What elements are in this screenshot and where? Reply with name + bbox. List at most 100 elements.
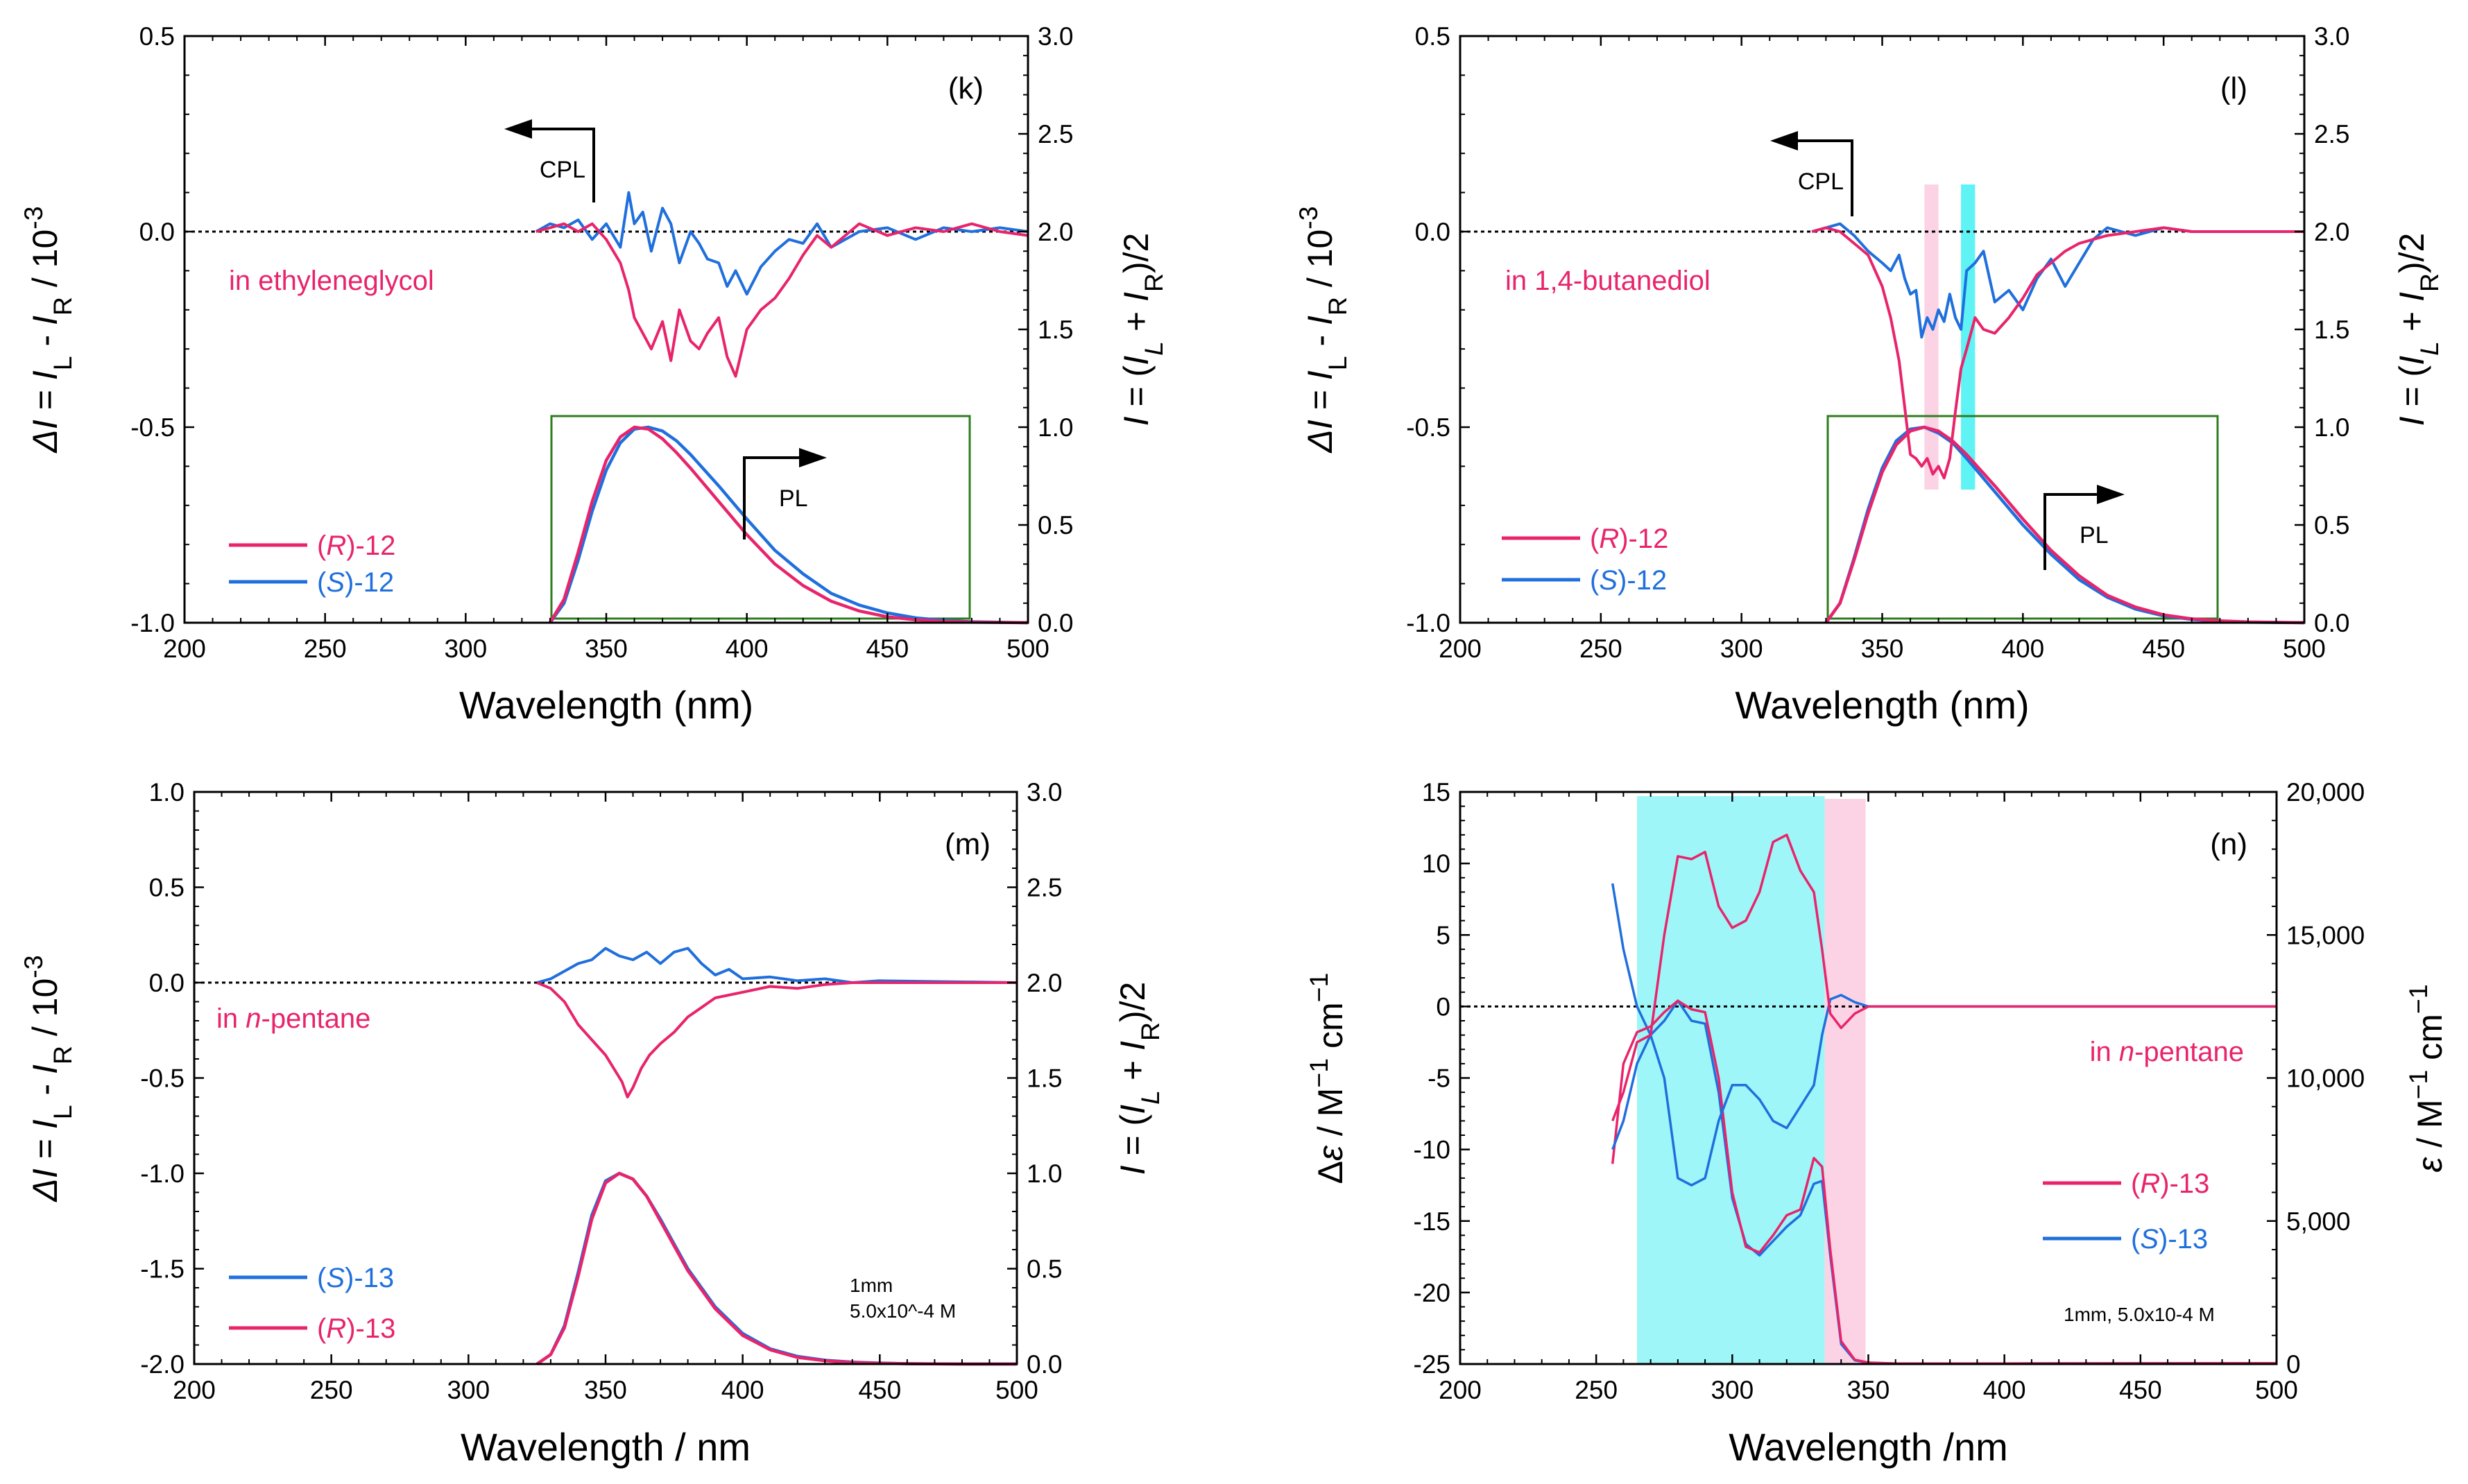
y-right-tick-label: 2.0 bbox=[2314, 218, 2349, 246]
panel-0-label: (k) bbox=[948, 71, 984, 105]
y-right-tick-label: 2.5 bbox=[1027, 874, 1062, 902]
panel-1-pl-arrow-label: PL bbox=[2080, 522, 2109, 549]
panel-0-pl-arrow-head bbox=[799, 448, 827, 467]
x-tick-label: 200 bbox=[173, 1376, 216, 1404]
y-left-tick-label: 5 bbox=[1436, 921, 1450, 949]
x-tick-label: 400 bbox=[726, 635, 769, 663]
panel-1-solvent: in 1,4-butanediol bbox=[1505, 266, 1711, 296]
x-tick-label: 250 bbox=[1579, 635, 1622, 663]
panel-1-line-r-12-pl bbox=[1824, 425, 2305, 625]
panel-3-line-s-13-cd bbox=[1611, 994, 2277, 1187]
panel-2-label: (m) bbox=[945, 827, 991, 861]
panel-1-frame bbox=[1459, 35, 2306, 624]
panel-0-y-left-label: ΔI = IL - IR / 10-3 bbox=[19, 206, 77, 453]
panel-2-x-label: Wavelength / nm bbox=[461, 1425, 751, 1469]
y-right-tick-label: 3.0 bbox=[1038, 22, 1073, 51]
x-tick-label: 350 bbox=[1847, 1376, 1890, 1404]
y-right-tick-label: 2.0 bbox=[1038, 218, 1073, 246]
panel-1-pl-arrow-line bbox=[2043, 493, 2100, 570]
panel-2-legend-label-s: (S)-13 bbox=[317, 1263, 394, 1293]
panel-1-line-s-12-cpl bbox=[1811, 222, 2304, 339]
x-tick-label: 200 bbox=[1439, 1376, 1482, 1404]
y-left-tick-label: 0.5 bbox=[139, 22, 175, 51]
panel-0-line-r-12-pl bbox=[548, 425, 1029, 625]
y-left-tick-label: -1.0 bbox=[130, 609, 175, 637]
panel-1-line-r-12-cpl bbox=[1811, 226, 2304, 480]
x-tick-label: 400 bbox=[2001, 635, 2044, 663]
panel-0-solvent: in ethyleneglycol bbox=[229, 266, 434, 296]
y-right-tick-label: 0 bbox=[2286, 1350, 2301, 1379]
panel-2-line-r-13-pl bbox=[535, 1171, 1017, 1366]
x-tick-label: 300 bbox=[1711, 1376, 1754, 1404]
x-tick-label: 200 bbox=[1439, 635, 1482, 663]
panel-2-line-s-13-cpl bbox=[536, 947, 1018, 984]
y-right-tick-label: 3.0 bbox=[2314, 22, 2349, 51]
panel-2-line-s-13-pl bbox=[535, 1171, 1017, 1366]
panel-0-pl-box bbox=[550, 415, 971, 620]
panel-3-axes: 200 250 300 350 400 450 500 -25 -20 -15 -10 -5 0 5 10 1… bbox=[1414, 778, 2365, 1404]
y-right-tick-label: 0.0 bbox=[1027, 1350, 1062, 1379]
x-tick-label: 250 bbox=[310, 1376, 353, 1404]
panel-1-cpl-arrow-line bbox=[1795, 139, 1853, 216]
panel-1-highlight-pink bbox=[1924, 184, 1939, 490]
panel-0-axes: 200 250 300 350 400 450 500 -1.0 -0.5 0.0 0.5 0.0 0.… bbox=[130, 22, 1073, 663]
y-left-tick-label: -1.5 bbox=[140, 1255, 185, 1284]
panel-2-line-r-13-cpl bbox=[536, 981, 1017, 1098]
panel-3-y-left-label: Δε / M−1 cm−1 bbox=[1304, 973, 1350, 1184]
x-tick-label: 250 bbox=[1575, 1376, 1618, 1404]
y-left-tick-label: -10 bbox=[1414, 1136, 1450, 1164]
panel-0-cpl-arrow-head bbox=[504, 119, 532, 139]
panel-3-label: (n) bbox=[2210, 827, 2247, 861]
y-right-tick-label: 0.5 bbox=[2314, 511, 2349, 540]
y-right-tick-label: 20,000 bbox=[2286, 778, 2365, 806]
x-tick-label: 500 bbox=[2255, 1376, 2298, 1404]
panel-2-note-line1: 1mm bbox=[850, 1275, 893, 1296]
panel-1-y-right-label: I = (IL + IR)/2 bbox=[2392, 233, 2444, 426]
y-left-tick-label: -0.5 bbox=[1406, 413, 1450, 442]
panel-3-solvent: in n-pentane bbox=[2090, 1037, 2244, 1067]
panel-3-note: 1mm, 5.0x10-4 M bbox=[2064, 1304, 2215, 1325]
y-left-tick-label: 0.0 bbox=[139, 218, 175, 246]
panel-2-y-right-label: I = (IL + IR)/2 bbox=[1113, 982, 1165, 1175]
y-left-tick-label: -20 bbox=[1414, 1279, 1450, 1307]
y-right-tick-label: 1.5 bbox=[2314, 316, 2349, 344]
y-left-tick-label: -2.0 bbox=[140, 1350, 185, 1379]
y-right-tick-label: 1.5 bbox=[1038, 316, 1073, 344]
panel-3-highlight-pink bbox=[1824, 799, 1866, 1364]
panel-1-label: (l) bbox=[2220, 71, 2247, 105]
y-left-tick-label: -5 bbox=[1428, 1064, 1450, 1093]
x-tick-label: 350 bbox=[585, 635, 628, 663]
y-left-tick-label: 0.5 bbox=[149, 874, 185, 902]
y-right-tick-label: 3.0 bbox=[1027, 778, 1062, 806]
x-tick-label: 500 bbox=[995, 1376, 1038, 1404]
panel-3-legend-label-s: (S)-13 bbox=[2131, 1224, 2208, 1254]
panel-2-legend-label-r: (R)-13 bbox=[317, 1313, 395, 1344]
panel-0-y-right-label: I = (IL + IR)/2 bbox=[1117, 233, 1168, 426]
y-left-tick-label: -25 bbox=[1414, 1350, 1450, 1379]
y-left-tick-label: 15 bbox=[1422, 778, 1450, 806]
y-right-tick-label: 5,000 bbox=[2286, 1207, 2351, 1236]
panel-0-line-s-12-pl bbox=[549, 425, 1029, 625]
x-tick-label: 350 bbox=[584, 1376, 627, 1404]
panel-3-line-r-13-abs bbox=[1611, 999, 2277, 1365]
y-left-tick-label: -15 bbox=[1414, 1207, 1450, 1236]
x-tick-label: 450 bbox=[2119, 1376, 2162, 1404]
y-right-tick-label: 0.5 bbox=[1027, 1255, 1062, 1284]
panel-0-x-label: Wavelength (nm) bbox=[459, 683, 753, 727]
panel-3-legend-label-r: (R)-13 bbox=[2131, 1168, 2209, 1199]
y-right-tick-label: 2.5 bbox=[1038, 120, 1073, 148]
panel-0-legend-label-s: (S)-12 bbox=[317, 567, 394, 598]
y-right-tick-label: 1.5 bbox=[1027, 1064, 1062, 1093]
y-right-tick-label: 0.0 bbox=[1038, 609, 1073, 637]
x-tick-label: 400 bbox=[721, 1376, 764, 1404]
y-left-tick-label: -1.0 bbox=[1406, 609, 1450, 637]
panel-1-x-label: Wavelength (nm) bbox=[1735, 683, 2029, 727]
y-right-tick-label: 0.5 bbox=[1038, 511, 1073, 540]
panel-1-axes: 200 250 300 350 400 450 500 -1.0 -0.5 0.0 0.5 0.0 0.… bbox=[1406, 22, 2349, 663]
x-tick-label: 200 bbox=[163, 635, 206, 663]
y-right-tick-label: 1.0 bbox=[1027, 1159, 1062, 1188]
x-tick-label: 450 bbox=[2142, 635, 2185, 663]
x-tick-label: 400 bbox=[1983, 1376, 2026, 1404]
panel-3-highlight-cyan bbox=[1637, 796, 1825, 1364]
